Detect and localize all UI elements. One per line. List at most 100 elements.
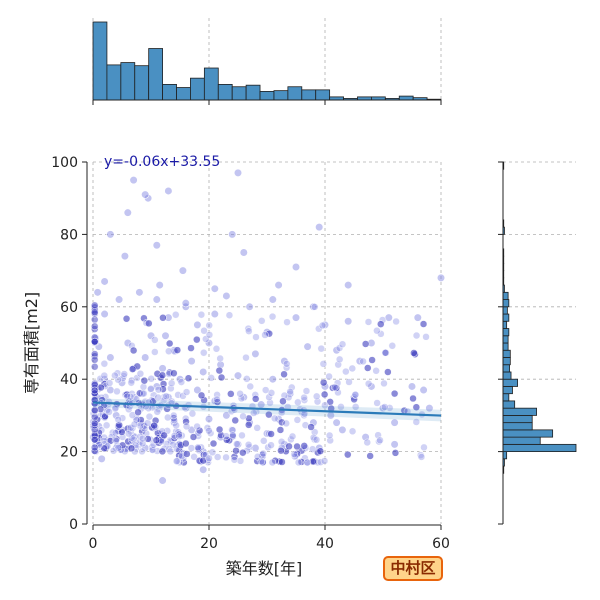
top-hist-bar bbox=[315, 89, 331, 101]
scatter-point bbox=[193, 422, 201, 431]
scatter-point bbox=[422, 333, 430, 341]
scatter-point bbox=[111, 429, 120, 437]
scatter-point bbox=[145, 319, 153, 328]
scatter-point bbox=[158, 371, 167, 380]
scatter-point bbox=[242, 353, 250, 362]
scatter-point bbox=[300, 442, 308, 450]
scatter-point bbox=[155, 280, 164, 290]
scatter-point bbox=[419, 320, 428, 328]
top-marginal-histogram bbox=[92, 18, 442, 105]
scatter-point bbox=[239, 448, 247, 457]
scatter-point bbox=[102, 421, 111, 430]
scatter-point bbox=[293, 442, 301, 451]
right-hist-bar bbox=[502, 320, 508, 329]
scatter-point bbox=[146, 331, 156, 340]
scatter-point bbox=[170, 416, 178, 425]
scatter-point bbox=[147, 374, 155, 383]
scatter-point bbox=[90, 362, 99, 371]
scatter-point bbox=[158, 476, 167, 485]
right-hist-bar bbox=[502, 371, 512, 380]
scatter-point bbox=[277, 438, 286, 446]
scatter-point bbox=[130, 420, 139, 429]
scatter-point bbox=[407, 382, 417, 391]
right-hist-bar bbox=[502, 451, 508, 460]
regression-line-group bbox=[92, 398, 442, 422]
scatter-point bbox=[147, 385, 155, 393]
top-hist-bar bbox=[92, 21, 108, 101]
scatter-point bbox=[166, 447, 175, 456]
regression-equation: y=-0.06x+33.55 bbox=[104, 154, 220, 170]
scatter-point bbox=[288, 432, 297, 441]
scatter-point bbox=[364, 379, 373, 388]
scatter-point bbox=[300, 396, 309, 404]
main-grid bbox=[92, 161, 442, 524]
scatter-point bbox=[239, 412, 247, 421]
right-hist-bar bbox=[502, 386, 513, 395]
scatter-point bbox=[140, 314, 148, 323]
scatter-point bbox=[325, 372, 333, 381]
scatter-point bbox=[205, 454, 213, 463]
scatter-point bbox=[136, 422, 145, 430]
scatter-point bbox=[303, 458, 312, 467]
scatter-point bbox=[251, 395, 260, 403]
scatter-point bbox=[205, 321, 213, 330]
scatter-point bbox=[127, 444, 136, 453]
scatter-point bbox=[154, 385, 163, 394]
scatter-point bbox=[113, 387, 121, 396]
scatter-point bbox=[140, 376, 149, 385]
scatter-point bbox=[265, 410, 273, 419]
scatter-point bbox=[310, 435, 319, 444]
scatter-point bbox=[297, 458, 306, 466]
scatter-point bbox=[165, 339, 174, 348]
scatter-point bbox=[244, 324, 253, 333]
scatter-point bbox=[129, 176, 138, 185]
scatter-point bbox=[319, 378, 328, 387]
scatter-point bbox=[171, 310, 180, 319]
scatter-point bbox=[390, 389, 399, 398]
y-tick-label: 60 bbox=[60, 300, 78, 316]
scatter-point bbox=[112, 436, 120, 445]
scatter-point bbox=[182, 388, 191, 396]
scatter-point bbox=[207, 374, 216, 382]
scatter-point bbox=[376, 436, 384, 445]
scatter-point bbox=[266, 398, 274, 407]
scatter-point bbox=[233, 371, 243, 380]
scatter-point bbox=[284, 393, 293, 402]
scatter-point bbox=[267, 441, 275, 449]
top-hist-bar bbox=[259, 91, 275, 101]
scatter-point bbox=[417, 453, 426, 461]
scatter-point bbox=[351, 403, 360, 411]
scatter-point bbox=[90, 308, 99, 317]
scatter-point bbox=[153, 408, 162, 416]
scatter-point bbox=[363, 364, 372, 372]
scatter-point bbox=[90, 386, 99, 395]
top-hist-bar bbox=[106, 64, 122, 101]
scatter-point bbox=[268, 312, 277, 321]
scatter-point bbox=[170, 369, 178, 378]
scatter-point bbox=[308, 445, 317, 453]
scatter-point bbox=[180, 458, 188, 467]
scatter-point bbox=[348, 364, 357, 373]
scatter-point bbox=[412, 403, 421, 411]
right-hist-bar bbox=[502, 407, 537, 416]
scatter-point bbox=[233, 440, 241, 448]
top-hist-bar bbox=[287, 86, 303, 101]
y-tick-label: 80 bbox=[60, 227, 78, 243]
scatter-point bbox=[390, 440, 399, 449]
scatter-point bbox=[320, 320, 330, 330]
scatter-point bbox=[268, 295, 277, 304]
scatter-point bbox=[215, 366, 224, 375]
scatter-point bbox=[122, 314, 131, 323]
scatter-point bbox=[359, 357, 367, 366]
scatter-point bbox=[199, 465, 208, 474]
scatter-point bbox=[409, 394, 417, 403]
scatter-point bbox=[129, 346, 138, 355]
main-axes: 0 20 40 60 80 100 0 20 40 60 bbox=[51, 155, 450, 552]
scatter-point bbox=[128, 365, 137, 373]
scatter-point bbox=[159, 314, 167, 322]
scatter-point bbox=[195, 426, 204, 435]
scatter-point bbox=[279, 397, 287, 406]
scatter-point bbox=[290, 450, 299, 458]
scatter-point bbox=[178, 266, 187, 275]
scatter-point bbox=[238, 431, 246, 440]
